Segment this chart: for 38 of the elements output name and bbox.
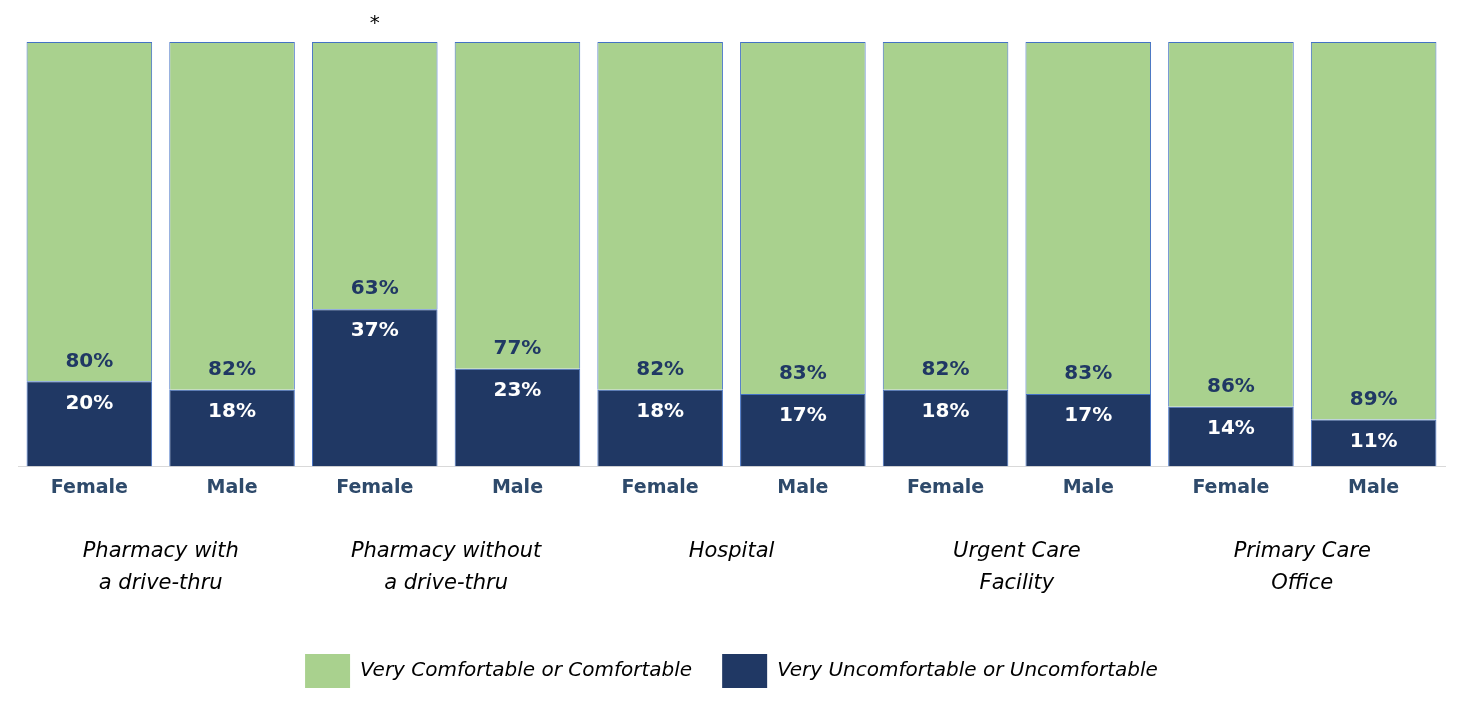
data-label: 17% (1064, 402, 1113, 427)
x-tick-label: Male (206, 474, 258, 497)
legend-label: Very Comfortable or Comfortable (360, 657, 693, 682)
data-label: 82% (208, 356, 256, 381)
data-label: 11% (1349, 427, 1398, 452)
data-label: 18% (636, 398, 685, 423)
text: Primary Care Office (1233, 537, 1371, 594)
data-label: 18% (921, 398, 970, 423)
data-label: 80% (65, 347, 114, 372)
data-label: 14% (1207, 415, 1255, 440)
text: Pharmacy with a drive-thru (82, 537, 239, 594)
data-label: 83% (1064, 360, 1113, 385)
data-label: 37% (350, 317, 399, 342)
text: * (369, 10, 380, 35)
data-label: 83% (778, 360, 827, 385)
data-label: 20% (65, 389, 114, 414)
x-tick-label: Female (906, 474, 985, 497)
data-label: 63% (350, 275, 399, 300)
data-label: 18% (208, 398, 256, 423)
x-tick-label: Female (50, 474, 128, 497)
data-label: 77% (493, 334, 542, 359)
x-tick-label: Female (1192, 474, 1270, 497)
data-label: 82% (636, 356, 685, 381)
data-label: 82% (921, 356, 970, 381)
data-label: 86% (1207, 373, 1255, 398)
legend-label: Very Uncomfortable or Uncomfortable (777, 657, 1158, 682)
x-tick-label: Male (1062, 474, 1114, 497)
text: Hospital (688, 537, 775, 562)
data-label: 89% (1349, 385, 1398, 410)
data-label: 23% (493, 376, 542, 401)
x-tick-label: Female (336, 474, 414, 497)
x-tick-label: Male (491, 474, 544, 497)
x-tick-label: Female (621, 474, 699, 497)
x-tick-label: Male (1348, 474, 1400, 497)
x-tick-label: Male (777, 474, 829, 497)
text: Urgent Care Facility (953, 537, 1081, 594)
text: Pharmacy without a drive-thru (350, 537, 543, 594)
data-label: 17% (778, 402, 827, 427)
